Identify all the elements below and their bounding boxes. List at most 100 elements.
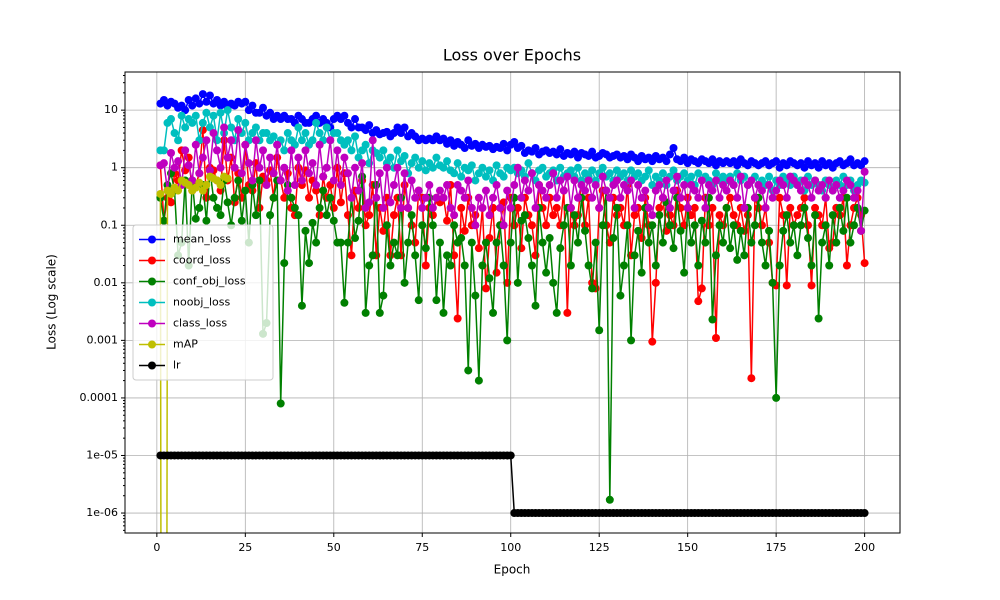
data-point [736,226,745,235]
data-point [708,186,717,195]
data-point [694,193,703,202]
data-point [588,166,597,175]
data-point [772,393,781,402]
data-point [333,146,342,155]
data-point [220,123,229,132]
data-point [757,186,766,195]
data-point [588,147,597,156]
data-point [223,198,232,207]
data-point [418,157,427,166]
data-point [460,226,469,235]
legend-marker [148,361,156,370]
data-point [644,203,653,212]
data-point [368,136,377,145]
data-point [167,149,176,158]
data-point [379,291,388,300]
data-point [453,159,462,168]
data-point [425,181,434,190]
data-point [641,186,650,195]
data-point [701,203,710,212]
data-point [835,203,844,212]
data-point [616,291,625,300]
data-point [351,163,360,172]
data-point [241,118,250,127]
data-point [365,121,374,130]
data-point [588,193,597,202]
data-point [326,136,335,145]
data-point [619,261,628,270]
data-point [517,141,526,150]
data-point [740,251,749,260]
x-tick-label: 0 [153,541,160,554]
data-point [460,193,469,202]
data-point [811,176,820,185]
data-point [460,261,469,270]
data-point [782,193,791,202]
data-point [729,181,738,190]
data-point [248,176,257,185]
data-point [237,216,246,225]
data-point [312,118,321,127]
data-point [400,278,409,287]
y-tick-label: 1 [111,161,118,174]
data-point [598,221,607,230]
data-point [588,284,597,293]
data-point [379,203,388,212]
data-point [191,111,200,120]
data-point [510,181,519,190]
data-point [634,181,643,190]
data-point [803,234,812,243]
data-point [382,221,391,230]
data-point [191,140,200,149]
data-point [450,169,459,178]
legend-label: mAP [173,338,198,351]
data-point [421,166,430,175]
data-point [329,176,338,185]
data-point [779,181,788,190]
data-point [223,153,232,162]
data-point [690,221,699,230]
data-point [860,509,869,518]
data-point [531,251,540,260]
data-point [648,211,657,220]
data-point [198,153,207,162]
data-point [821,193,830,202]
data-point [559,186,568,195]
plot-frame [124,71,901,534]
data-point [506,238,515,247]
data-point [513,278,522,287]
data-point [559,221,568,230]
data-point [439,193,448,202]
data-point [573,193,582,202]
data-point [481,238,490,247]
data-point [814,163,823,172]
data-point [772,186,781,195]
data-point [542,193,551,202]
data-point [159,159,168,168]
data-point [527,261,536,270]
data-point [280,193,289,202]
data-point [195,169,204,178]
data-point [174,157,183,166]
data-point [195,203,204,212]
data-point [343,169,352,178]
data-point [188,101,197,110]
data-point [821,221,830,230]
data-point [786,203,795,212]
data-point [761,261,770,270]
data-point [418,221,427,230]
data-point [807,193,816,202]
data-point [202,181,211,190]
data-point [556,163,565,172]
data-point [733,255,742,264]
data-point [503,336,512,345]
y-tick-label: 0.0001 [80,391,119,404]
data-point [860,167,869,176]
y-axis-label: Loss (Log scale) [45,254,59,350]
data-point [262,181,271,190]
data-point [711,333,720,342]
data-point [400,169,409,178]
data-point [347,123,356,132]
data-point [701,238,710,247]
data-point [393,163,402,172]
